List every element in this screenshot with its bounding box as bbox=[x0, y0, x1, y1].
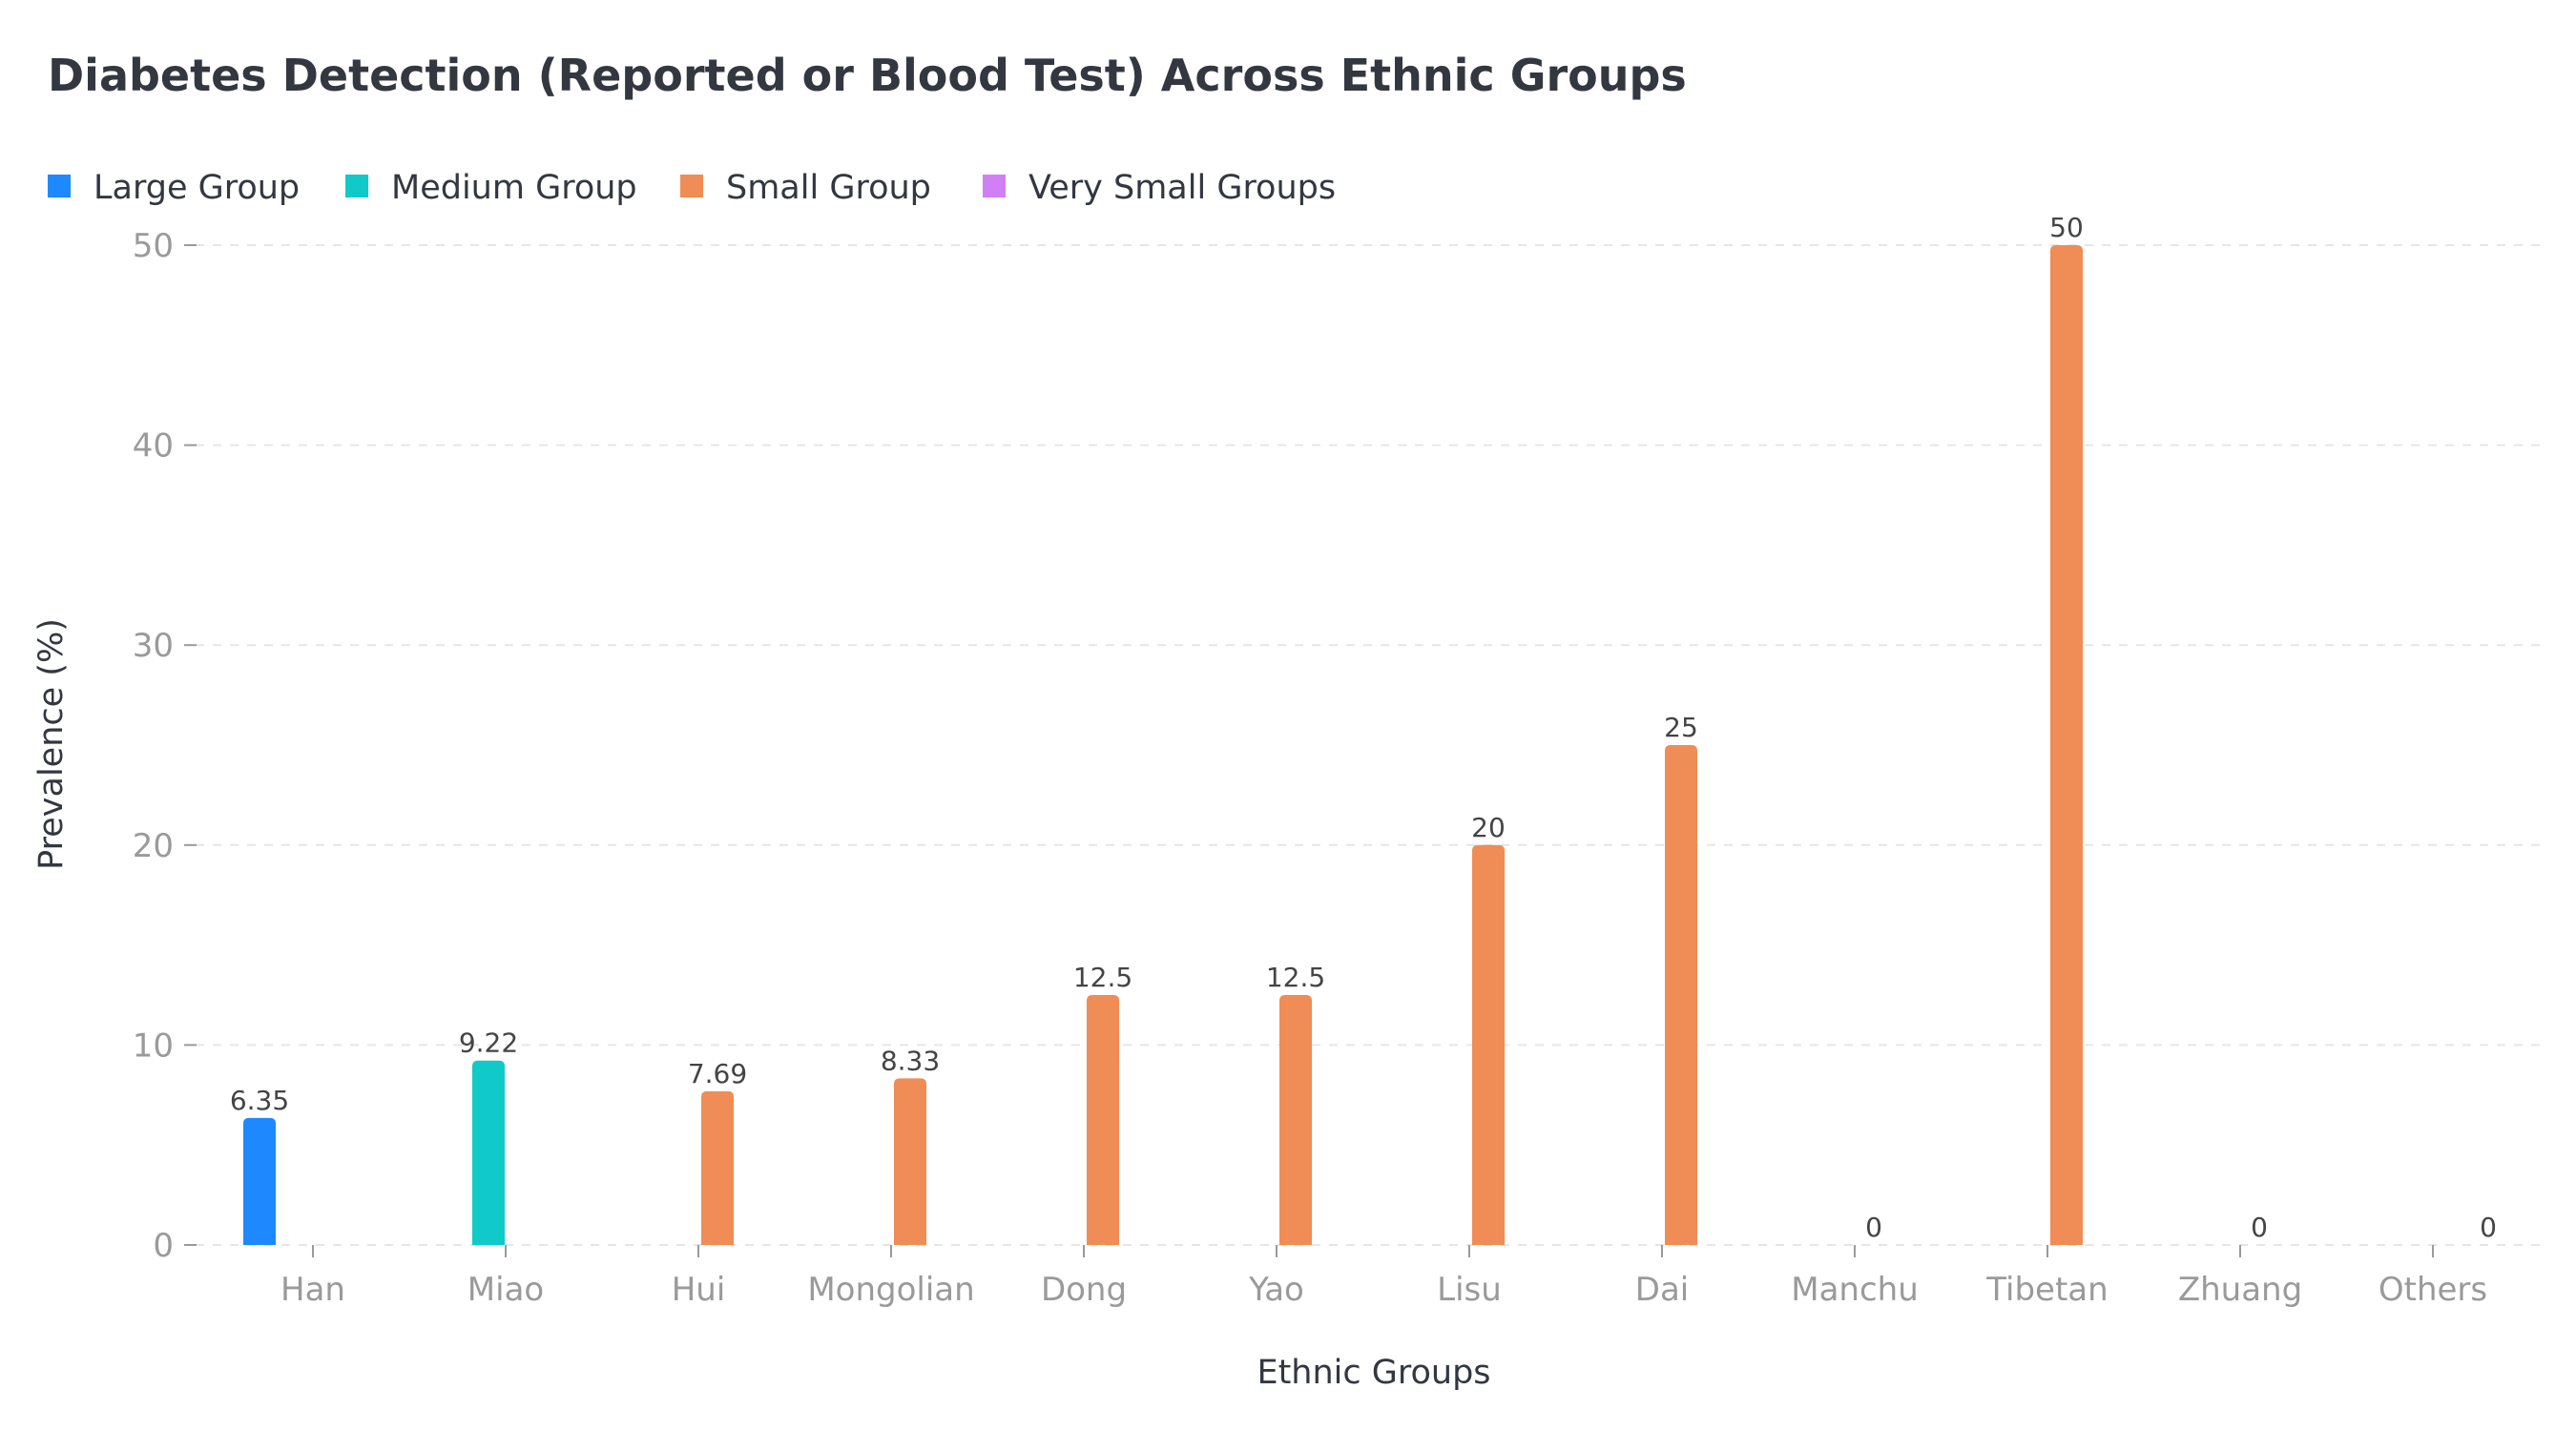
x-tick-label: Mongolian bbox=[807, 1271, 974, 1309]
x-tick-label: Zhuang bbox=[2178, 1271, 2302, 1309]
legend-swatch bbox=[983, 175, 1006, 197]
data-label-tibetan: 50 bbox=[2049, 212, 2084, 243]
bar-dai bbox=[1665, 745, 1697, 1245]
data-label-miao: 9.22 bbox=[459, 1027, 518, 1059]
legend-label: Very Small Groups bbox=[1028, 169, 1336, 207]
data-label-lisu: 20 bbox=[1471, 812, 1506, 843]
bar-tibetan bbox=[2050, 245, 2083, 1245]
y-axis: 0 10 20 30 40 50 bbox=[133, 227, 197, 1265]
x-axis: Han Miao Hui Mongolian Dong Yao Lisu Dai Manchu T… bbox=[280, 1245, 2487, 1309]
bar-hui bbox=[701, 1090, 734, 1245]
data-label-mongolian: 8.33 bbox=[881, 1045, 940, 1076]
bar-yao bbox=[1279, 995, 1312, 1245]
data-label-others: 0 bbox=[2480, 1212, 2497, 1243]
x-tick-label: Manchu bbox=[1791, 1271, 1919, 1309]
data-labels: 6.35 9.22 7.69 8.33 12.5 12.5 20 25 0 50 0 0 bbox=[230, 212, 2497, 1243]
y-tick-label: 30 bbox=[133, 627, 174, 665]
x-tick-label: Han bbox=[280, 1271, 345, 1309]
x-tick-label: Hui bbox=[672, 1271, 726, 1309]
data-label-dai: 25 bbox=[1664, 712, 1698, 743]
y-tick-label: 0 bbox=[153, 1227, 174, 1265]
x-tick-label: Others bbox=[2379, 1271, 2487, 1309]
bar-miao bbox=[472, 1060, 505, 1245]
x-tick-label: Lisu bbox=[1437, 1271, 1502, 1309]
y-tick-label: 50 bbox=[133, 227, 174, 265]
bar-lisu bbox=[1472, 844, 1505, 1245]
legend-swatch bbox=[345, 175, 368, 197]
chart-title: Diabetes Detection (Reported or Blood Te… bbox=[48, 50, 1687, 101]
bar-han bbox=[243, 1117, 276, 1245]
y-tick-label: 20 bbox=[133, 827, 174, 865]
data-label-dong: 12.5 bbox=[1073, 962, 1132, 993]
legend-swatch bbox=[48, 175, 71, 197]
bar-mongolian bbox=[894, 1078, 926, 1245]
legend: Large Group Medium Group Small Group Very S… bbox=[48, 169, 1336, 207]
x-axis-title: Ethnic Groups bbox=[1257, 1354, 1490, 1392]
legend-swatch bbox=[680, 175, 703, 197]
y-tick-label: 10 bbox=[133, 1027, 174, 1065]
y-tick-label: 40 bbox=[133, 427, 174, 466]
x-tick-label: Miao bbox=[467, 1271, 544, 1309]
data-label-yao: 12.5 bbox=[1266, 962, 1325, 993]
x-tick-label: Tibetan bbox=[1985, 1271, 2108, 1309]
data-label-hui: 7.69 bbox=[688, 1058, 747, 1089]
data-label-han: 6.35 bbox=[230, 1085, 289, 1116]
x-tick-label: Dai bbox=[1635, 1271, 1689, 1309]
legend-label: Small Group bbox=[726, 169, 931, 207]
bars bbox=[243, 245, 2083, 1245]
y-axis-title: Prevalence (%) bbox=[32, 618, 71, 870]
legend-label: Large Group bbox=[93, 169, 300, 207]
bar-dong bbox=[1087, 995, 1119, 1245]
grid-lines bbox=[196, 244, 2547, 1246]
data-label-manchu: 0 bbox=[1865, 1212, 1882, 1243]
legend-label: Medium Group bbox=[391, 169, 637, 207]
x-tick-label: Yao bbox=[1248, 1271, 1304, 1309]
data-label-zhuang: 0 bbox=[2251, 1212, 2268, 1243]
x-tick-label: Dong bbox=[1041, 1271, 1127, 1309]
